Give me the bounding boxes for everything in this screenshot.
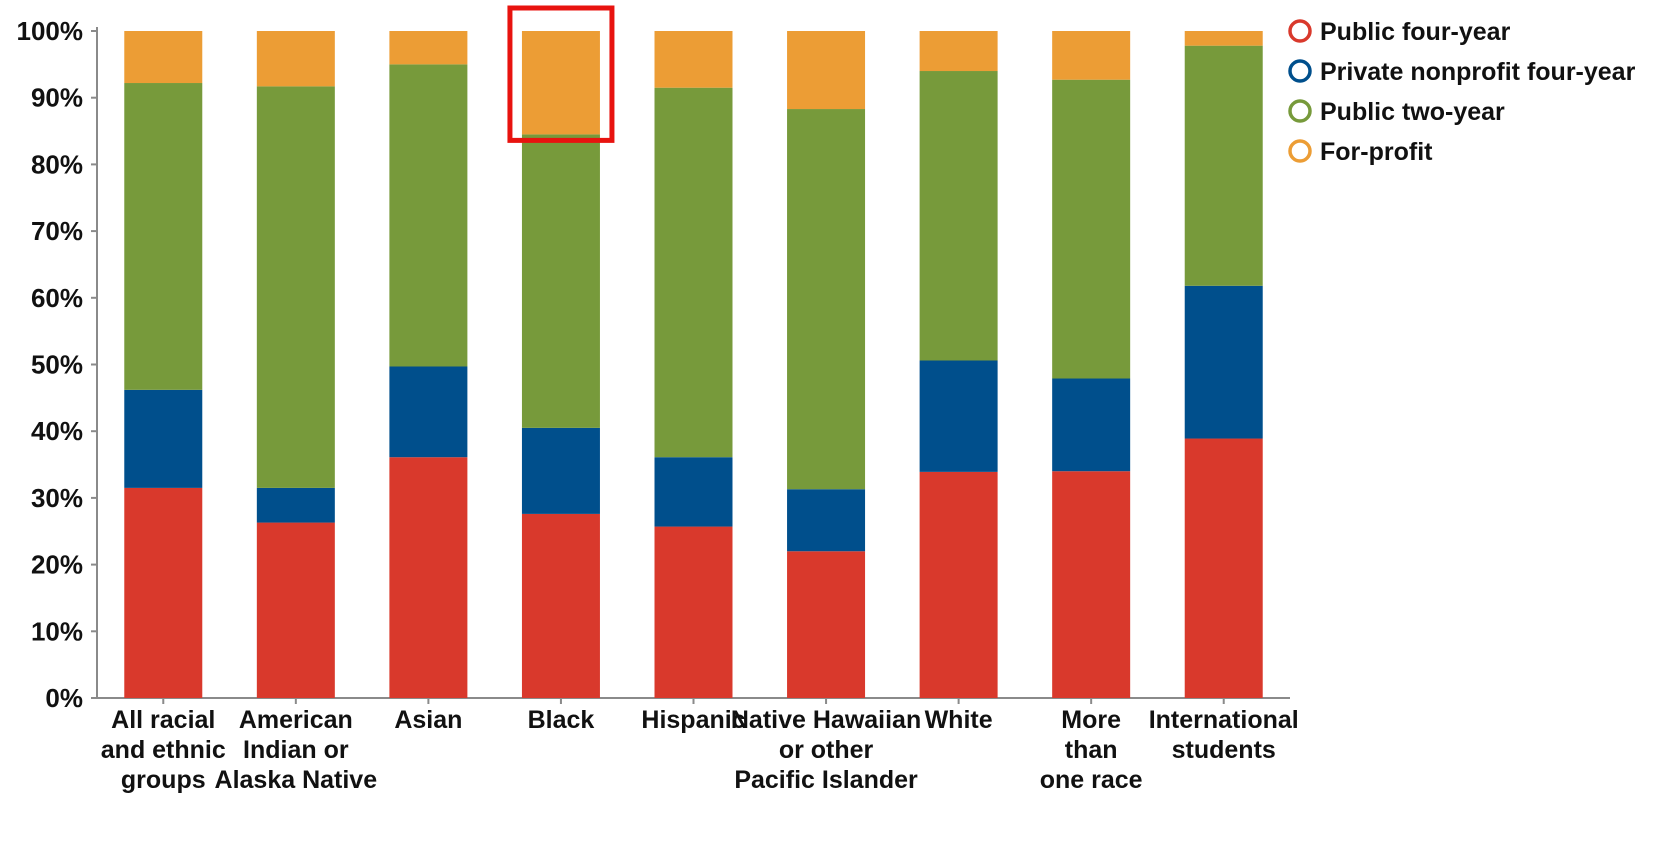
bar-segment bbox=[787, 489, 866, 552]
bar-segment bbox=[1052, 79, 1131, 379]
category-label: White bbox=[925, 706, 993, 734]
bar-segment bbox=[1052, 378, 1131, 472]
category-label: than bbox=[1065, 736, 1118, 764]
category-label: Alaska Native bbox=[215, 766, 378, 794]
legend-marker bbox=[1288, 59, 1312, 83]
category-label: American bbox=[239, 706, 353, 734]
y-tick-label: 10% bbox=[31, 616, 83, 646]
bar-segment bbox=[787, 31, 866, 110]
legend-label: Private nonprofit four-year bbox=[1320, 58, 1636, 86]
bar-segment bbox=[521, 427, 600, 514]
y-tick-label: 50% bbox=[31, 350, 83, 380]
y-tick-label: 40% bbox=[31, 416, 83, 446]
category-label: All racial bbox=[111, 706, 215, 734]
bar-segment bbox=[256, 86, 335, 488]
y-tick-label: 20% bbox=[31, 550, 83, 580]
bar-segment bbox=[919, 471, 998, 698]
bar-segment bbox=[919, 31, 998, 72]
bar-segment bbox=[919, 360, 998, 472]
bars bbox=[124, 31, 1263, 698]
y-tick-label: 30% bbox=[31, 483, 83, 513]
legend-marker bbox=[1288, 19, 1312, 43]
y-tick-label: 70% bbox=[31, 216, 83, 246]
bar-segment bbox=[124, 83, 203, 390]
axes: 0% 10% 20% 30% 40% 50% 60% 70% 80% 90% 100% bbox=[17, 16, 1290, 713]
bar-segment bbox=[521, 134, 600, 428]
bar-segment bbox=[521, 31, 600, 135]
category-label: and ethnic bbox=[101, 736, 226, 764]
bar-segment bbox=[1052, 31, 1131, 80]
bar-segment bbox=[654, 87, 733, 458]
highlight-layer bbox=[507, 5, 615, 143]
y-tick-label: 90% bbox=[31, 83, 83, 113]
bar-segment bbox=[124, 487, 203, 698]
category-label: More bbox=[1061, 706, 1121, 734]
legend-label: Public two-year bbox=[1320, 98, 1505, 126]
highlight-box bbox=[507, 5, 615, 143]
bar-segment bbox=[1184, 45, 1263, 286]
category-label: Asian bbox=[394, 706, 462, 734]
legend-marker bbox=[1288, 99, 1312, 123]
category-label: Pacific Islander bbox=[734, 766, 918, 794]
bar-segment bbox=[256, 31, 335, 87]
bar-segment bbox=[654, 31, 733, 88]
category-label: one race bbox=[1040, 766, 1143, 794]
category-label: International bbox=[1149, 706, 1299, 734]
bar-segment bbox=[1184, 285, 1263, 439]
bar-segment bbox=[1184, 31, 1263, 46]
bar-segment bbox=[919, 71, 998, 361]
bar-segment bbox=[124, 389, 203, 488]
category-label: Native Hawaiian bbox=[731, 706, 921, 734]
bar-segment bbox=[389, 64, 468, 367]
legend: Public four-year Private nonprofit four-y… bbox=[1288, 18, 1636, 166]
bar-segment bbox=[654, 526, 733, 698]
bar-segment bbox=[1052, 471, 1131, 698]
y-tick-label: 0% bbox=[45, 683, 83, 713]
y-tick-label: 100% bbox=[17, 16, 84, 46]
bar-segment bbox=[389, 31, 468, 65]
y-tick-label: 80% bbox=[31, 149, 83, 179]
category-label: students bbox=[1172, 736, 1276, 764]
legend-marker bbox=[1288, 139, 1312, 163]
bar-segment bbox=[124, 31, 203, 84]
bar-segment bbox=[389, 457, 468, 698]
bar-segment bbox=[787, 109, 866, 490]
legend-label: For-profit bbox=[1320, 138, 1433, 166]
bar-segment bbox=[256, 522, 335, 698]
y-tick-label: 60% bbox=[31, 283, 83, 313]
bar-segment bbox=[256, 487, 335, 523]
bar-segment bbox=[654, 457, 733, 527]
category-label: Hispanic bbox=[641, 706, 745, 734]
bar-segment bbox=[787, 551, 866, 698]
bar-segment bbox=[521, 513, 600, 698]
category-label: Black bbox=[528, 706, 595, 734]
bar-segment bbox=[389, 366, 468, 458]
category-label: Indian or bbox=[243, 736, 349, 764]
category-label: or other bbox=[779, 736, 874, 764]
legend-label: Public four-year bbox=[1320, 18, 1511, 46]
bar-segment bbox=[1184, 438, 1263, 698]
category-label: groups bbox=[121, 766, 206, 794]
